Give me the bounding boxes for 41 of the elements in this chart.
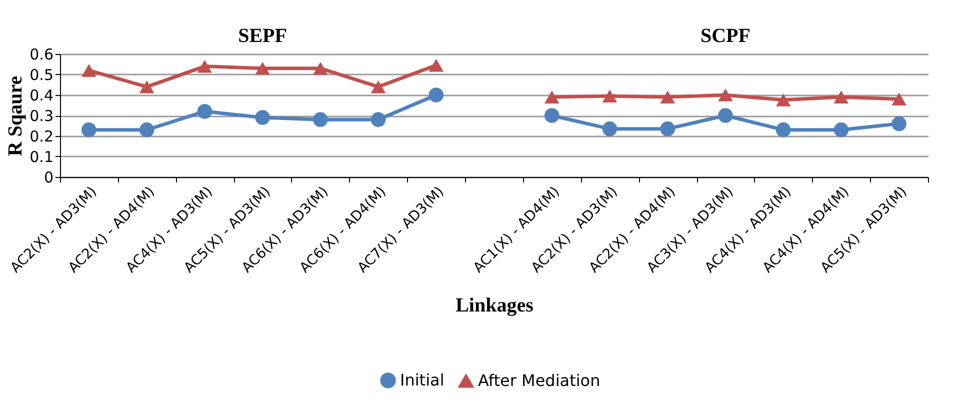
point [82, 64, 96, 77]
point [255, 110, 270, 125]
point [544, 90, 560, 104]
point [139, 80, 154, 94]
point [255, 62, 270, 75]
point [602, 90, 618, 102]
point [718, 88, 733, 102]
y-tick-label: 0 [44, 168, 54, 186]
point [602, 121, 618, 136]
point [428, 88, 444, 102]
point [834, 90, 849, 104]
point [428, 58, 444, 72]
point [892, 92, 906, 106]
point [139, 122, 154, 138]
point [660, 121, 676, 136]
point [776, 93, 791, 106]
text: SCPF [700, 25, 750, 47]
x-axis-title: Linkages [456, 294, 534, 317]
point [370, 112, 386, 127]
y-tick-label: 0.6 [30, 46, 54, 64]
point [312, 62, 328, 75]
point [197, 104, 212, 119]
point [776, 122, 791, 138]
y-tick-label: 0.5 [30, 66, 54, 84]
legend-label: After Mediation [478, 370, 600, 390]
point [82, 122, 96, 138]
point [834, 122, 849, 138]
point [892, 116, 906, 132]
y-axis-title: R Sqaure [4, 76, 27, 156]
y-tick-label: 0.4 [30, 86, 54, 104]
y-tick-label: 0.2 [30, 128, 54, 146]
point [197, 60, 212, 73]
y-tick-label: 0.1 [30, 148, 54, 166]
point [718, 108, 733, 123]
legend-label: Initial [400, 370, 444, 390]
point [660, 90, 676, 104]
point [312, 112, 328, 127]
point [370, 80, 386, 94]
point [544, 108, 560, 123]
y-tick-label: 0.3 [30, 107, 54, 125]
text: SEPF [238, 25, 287, 47]
